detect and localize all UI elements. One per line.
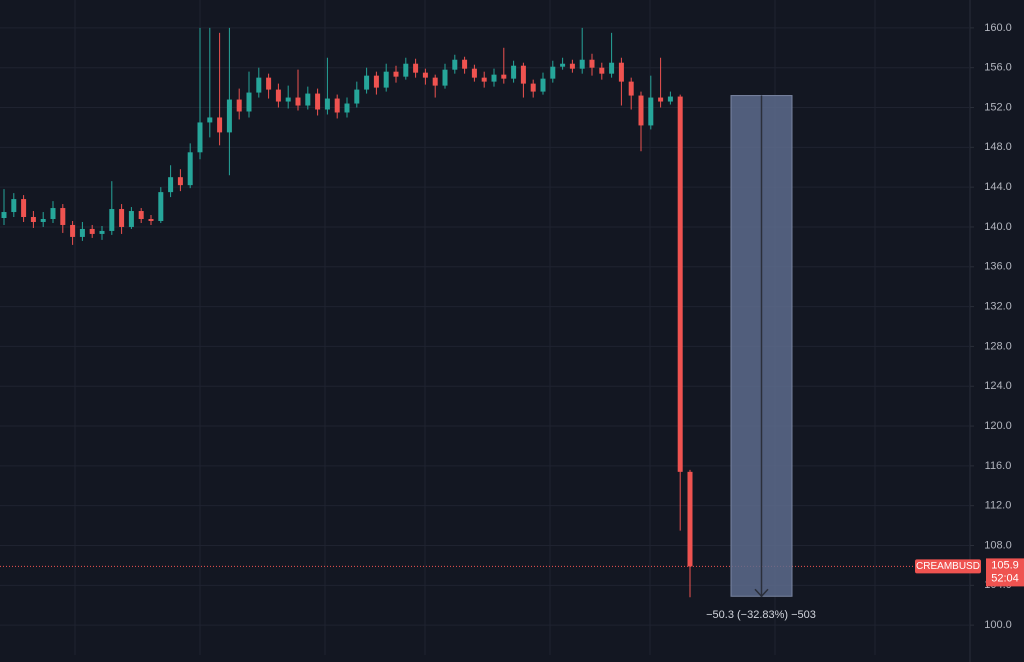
candle-body [70, 224, 76, 237]
candle-body [79, 228, 85, 237]
candle-body [89, 228, 95, 234]
candle-body [1, 212, 7, 219]
y-tick-label: 132.0 [984, 301, 1012, 313]
price-tag: 105.9 [991, 559, 1019, 571]
candle-body [285, 97, 291, 102]
candle-body [628, 81, 634, 96]
y-tick-label: 160.0 [984, 22, 1012, 34]
candle-body [491, 74, 497, 82]
candle-body [373, 75, 379, 88]
candle-body [618, 62, 624, 82]
candle-body [550, 66, 556, 79]
candle-body [217, 117, 223, 133]
candle-body [354, 89, 360, 104]
candle-body [393, 71, 399, 77]
countdown: 52:04 [991, 572, 1019, 584]
candle-body [344, 103, 350, 113]
candle-body [413, 63, 419, 73]
y-tick-label: 116.0 [985, 460, 1012, 472]
candle-body [50, 208, 56, 219]
symbol-tag-bg [915, 559, 981, 574]
candle-body [511, 65, 517, 79]
candle-body [560, 63, 566, 67]
candle-body [305, 93, 311, 106]
candle-body [648, 97, 654, 126]
candle-body [158, 192, 164, 221]
candle-body [471, 68, 477, 78]
candle-body [589, 59, 595, 68]
candle-body [109, 209, 115, 231]
candle-body [364, 75, 370, 90]
candle-body [677, 96, 683, 472]
candle-body [530, 83, 536, 92]
y-tick-label: 148.0 [984, 141, 1012, 153]
candle-body [30, 217, 36, 222]
candle-body [40, 218, 46, 222]
y-tick-label: 120.0 [984, 420, 1012, 432]
candle-body [540, 78, 546, 92]
candle-body [11, 199, 17, 213]
candle-body [187, 152, 193, 186]
candle-body [638, 95, 644, 126]
candle-body [168, 177, 174, 193]
price-tag-bg [986, 558, 1024, 587]
candle-body [569, 63, 575, 69]
candle-body [432, 77, 438, 86]
candle-body [520, 65, 526, 84]
candle-body [226, 99, 232, 133]
y-tick-label: 136.0 [984, 261, 1012, 273]
candle-body [60, 208, 66, 225]
candle-body [21, 199, 27, 218]
symbol-tag: CREAMBUSD [916, 561, 980, 572]
y-tick-label: 112.0 [985, 500, 1012, 512]
candle-body [275, 89, 281, 102]
measure-label: −50.3 (−32.83%) −503 [706, 609, 816, 621]
candle-body [334, 98, 340, 113]
candle-body [481, 77, 487, 82]
candle-body [579, 59, 585, 69]
candle-body [266, 77, 272, 90]
candle-body [687, 471, 693, 567]
candle-body [501, 74, 507, 79]
candle-body [148, 218, 154, 221]
candle-body [128, 211, 134, 227]
measure-arrow [754, 588, 769, 598]
candle-body [403, 63, 409, 77]
y-tick-label: 124.0 [984, 380, 1012, 392]
y-tick-label: 152.0 [984, 101, 1012, 113]
candle-body [462, 59, 468, 69]
y-tick-label: 144.0 [984, 181, 1012, 193]
candle-body [599, 67, 605, 74]
candle-body [315, 93, 321, 110]
candle-body [667, 96, 673, 102]
candle-body [177, 177, 183, 186]
candle-body [246, 92, 252, 112]
candle-body [295, 97, 301, 106]
candle-body [324, 98, 330, 110]
y-tick-label: 100.0 [984, 619, 1012, 631]
candle-body [383, 71, 389, 88]
candle-body [658, 97, 664, 102]
y-tick-label: 108.0 [984, 539, 1012, 551]
candle-body [609, 62, 615, 74]
candle-body [422, 72, 428, 78]
candle-body [452, 59, 458, 70]
y-tick-label: 156.0 [984, 62, 1012, 74]
y-tick-label: 128.0 [984, 340, 1012, 352]
candle-body [197, 122, 203, 153]
candle-body [442, 69, 448, 86]
candle-body [99, 230, 105, 234]
candle-body [256, 77, 262, 93]
candle-body [138, 211, 144, 219]
candle-body [236, 99, 242, 112]
candle-body [119, 209, 125, 227]
y-tick-label: 140.0 [984, 221, 1012, 233]
candle-body [207, 117, 213, 123]
